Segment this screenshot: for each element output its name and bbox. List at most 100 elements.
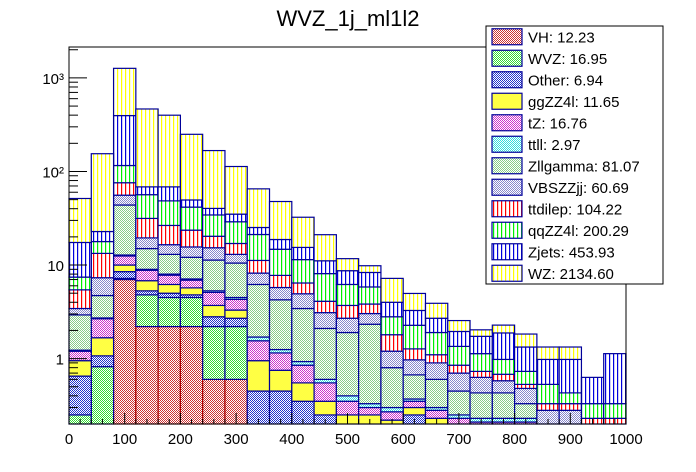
bar-qqzz4l-bin-5 [179, 206, 204, 231]
bar-qqzz4l-bin-18 [469, 353, 493, 372]
bar-wz-bin-4 [157, 114, 181, 188]
bar-ttdilep-bin-11 [313, 300, 337, 314]
bar-vbszzjj-bin-14 [380, 350, 404, 369]
bar-wz-bin-19 [491, 324, 516, 334]
legend-swatch [491, 264, 523, 282]
legend-swatch [491, 243, 523, 261]
legend-entry-ggzz4l: ggZZ4l: 11.65 [491, 92, 619, 111]
bar-vbszzjj-bin-1 [90, 277, 115, 297]
bar-wz-bin-15 [402, 292, 427, 312]
x-tick-label: 400 [279, 431, 304, 448]
bar-ggzz4l-bin-11 [313, 400, 337, 416]
legend-entry-tz: tZ: 16.76 [491, 114, 587, 132]
bar-zjets-bin-22 [558, 358, 583, 394]
bar-zllgamma-bin-17 [447, 390, 471, 416]
bar-ttdilep-bin-1 [90, 252, 115, 279]
bar-ggzz4l-bin-9 [268, 369, 293, 392]
bar-ttdilep-bin-9 [268, 274, 293, 289]
bar-wz-bin-11 [313, 234, 337, 262]
bar-zjets-bin-14 [380, 301, 404, 318]
bar-qqzz4l-bin-9 [268, 248, 293, 276]
bar-tz-bin-2 [112, 255, 137, 266]
bar-vh-bin-4 [157, 325, 181, 425]
bar-ttdilep-bin-14 [380, 334, 404, 352]
x-tick-label: 200 [168, 431, 193, 448]
bar-zjets-bin-18 [469, 335, 493, 355]
bar-zjets-bin-21 [536, 358, 560, 385]
bar-zllgamma-bin-12 [335, 331, 360, 397]
bar-ttdilep-bin-12 [335, 304, 360, 319]
series-ttdilep [68, 182, 627, 425]
bar-zllgamma-bin-1 [90, 294, 115, 319]
bar-ttll-bin-12 [335, 395, 360, 402]
bar-qqzz4l-bin-11 [313, 273, 337, 302]
legend-entry-zllgamma: Zllgamma: 81.07 [491, 157, 640, 175]
bar-qqzz4l-bin-24 [603, 403, 627, 419]
bar-vbszzjj-bin-7 [224, 253, 248, 264]
bar-wz-bin-8 [246, 188, 271, 229]
x-tick-label: 300 [224, 431, 249, 448]
bar-qqzz4l-bin-7 [224, 221, 248, 245]
x-tick-label: 1000 [609, 431, 642, 448]
bar-qqzz4l-bin-17 [447, 345, 471, 366]
y-tick-label: 10³ [42, 71, 64, 88]
bar-other-bin-3 [135, 290, 159, 296]
legend-swatch [491, 28, 523, 46]
bar-zjets-bin-16 [424, 317, 449, 334]
legend-entry-zjets: Zjets: 453.93 [491, 243, 615, 261]
bar-zllgamma-bin-4 [157, 253, 181, 275]
legend-entry-vh: VH: 12.23 [491, 28, 595, 46]
bar-vbszzjj-bin-9 [268, 286, 293, 301]
bar-wvz-bin-1 [90, 366, 115, 425]
bar-wz-bin-16 [424, 302, 449, 319]
bar-other-bin-1 [90, 355, 115, 368]
bar-ttdilep-bin-6 [202, 235, 226, 249]
bar-zllgamma-bin-19 [491, 392, 516, 419]
legend-entry-wvz: WVZ: 16.95 [491, 49, 607, 68]
bar-ggzz4l-bin-7 [224, 309, 248, 319]
bar-ggzz4l-bin-2 [112, 264, 137, 273]
bar-tz-bin-8 [246, 340, 271, 362]
bar-tz-bin-3 [135, 269, 159, 282]
legend-label: Zllgamma: 81.07 [528, 158, 640, 175]
bar-wz-bin-10 [291, 216, 315, 249]
bar-tz-bin-6 [202, 291, 226, 307]
bar-ttdilep-bin-4 [157, 224, 181, 246]
bar-qqzz4l-bin-20 [513, 370, 538, 385]
bar-ttdilep-bin-18 [469, 370, 493, 378]
bar-qqzz4l-bin-14 [380, 316, 404, 336]
bar-wz-bin-7 [224, 165, 248, 215]
bar-tz-bin-16 [424, 409, 449, 419]
bar-zllgamma-bin-0 [68, 314, 92, 351]
bar-zjets-bin-6 [202, 207, 226, 216]
bar-vh-bin-5 [179, 325, 204, 425]
bar-qqzz4l-bin-2 [112, 164, 137, 184]
bar-tz-bin-15 [402, 400, 427, 409]
bar-wz-bin-21 [536, 346, 560, 361]
bar-wz-bin-13 [358, 265, 382, 274]
legend-label: ggZZ4l: 11.65 [528, 94, 619, 111]
bar-zllgamma-bin-6 [202, 259, 226, 292]
bar-ttdilep-bin-19 [491, 373, 516, 382]
bar-vbszzjj-bin-13 [358, 312, 382, 325]
bar-ttdilep-bin-5 [179, 229, 204, 248]
bar-wvz-bin-3 [135, 294, 159, 328]
bar-vbszzjj-bin-12 [335, 317, 360, 334]
x-tick-label: 0 [65, 431, 73, 448]
legend-swatch [491, 114, 523, 132]
bar-wvz-bin-4 [157, 296, 181, 328]
series-wz [68, 67, 583, 361]
bar-ggzz4l-bin-8 [246, 360, 271, 392]
bar-zllgamma-bin-11 [313, 327, 337, 380]
bar-zjets-bin-10 [291, 246, 315, 261]
bar-tz-bin-13 [358, 406, 382, 416]
bar-tz-bin-10 [291, 364, 315, 384]
legend-label: WVZ: 16.95 [528, 51, 607, 68]
legend-entry-wz: WZ: 2134.60 [491, 264, 614, 283]
bar-vbszzjj-bin-4 [157, 244, 181, 255]
bar-zllgamma-bin-18 [469, 392, 493, 419]
bar-vbszzjj-bin-2 [112, 194, 137, 206]
bar-ggzz4l-bin-4 [157, 283, 181, 294]
bar-wvz-bin-5 [179, 296, 204, 328]
